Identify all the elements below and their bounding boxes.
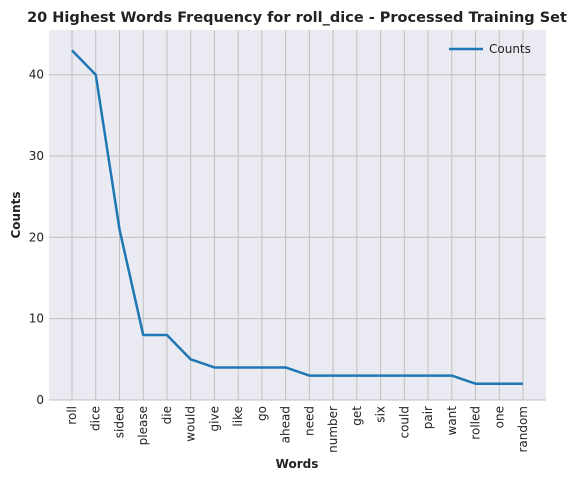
x-tick-label: die: [160, 406, 174, 424]
y-tick-label: 40: [29, 68, 44, 82]
x-tick-label: rolled: [469, 406, 483, 440]
x-tick-labels: roll dice sided please die would give like go ahe…: [65, 406, 530, 453]
chart-title: 20 Highest Words Frequency for roll_dice…: [27, 10, 567, 26]
plot-area: [49, 30, 546, 400]
y-tick-labels: 0 10 20 30 40: [29, 68, 44, 407]
y-axis-label: Counts: [9, 191, 23, 238]
x-tick-label: could: [397, 406, 411, 439]
x-tick-label: random: [516, 406, 530, 453]
x-tick-label: give: [207, 406, 221, 431]
y-tick-label: 30: [29, 149, 44, 163]
x-tick-label: six: [374, 406, 388, 423]
x-tick-label: ahead: [279, 406, 293, 443]
x-axis-label: Words: [276, 457, 319, 471]
legend: Counts: [449, 42, 531, 56]
x-tick-label: go: [255, 406, 269, 421]
x-tick-label: get: [350, 406, 364, 426]
series-line-counts: [71, 49, 523, 385]
y-tick-label: 0: [36, 393, 44, 407]
y-tick-label: 20: [29, 230, 44, 244]
x-tick-label: need: [302, 406, 316, 436]
x-tick-label: please: [136, 406, 150, 445]
legend-label-counts: Counts: [489, 42, 531, 56]
x-tick-label: want: [445, 406, 459, 436]
x-tick-label: would: [184, 406, 198, 442]
x-tick-label: like: [231, 406, 245, 427]
x-tick-label: roll: [65, 406, 79, 425]
x-tick-label: dice: [89, 406, 103, 431]
y-tick-label: 10: [29, 312, 44, 326]
grid: [49, 30, 546, 401]
x-tick-label: one: [492, 406, 506, 428]
x-tick-label: number: [326, 406, 340, 453]
x-tick-label: pair: [421, 406, 435, 429]
x-tick-label: sided: [112, 406, 126, 438]
series-layer: [71, 49, 524, 385]
